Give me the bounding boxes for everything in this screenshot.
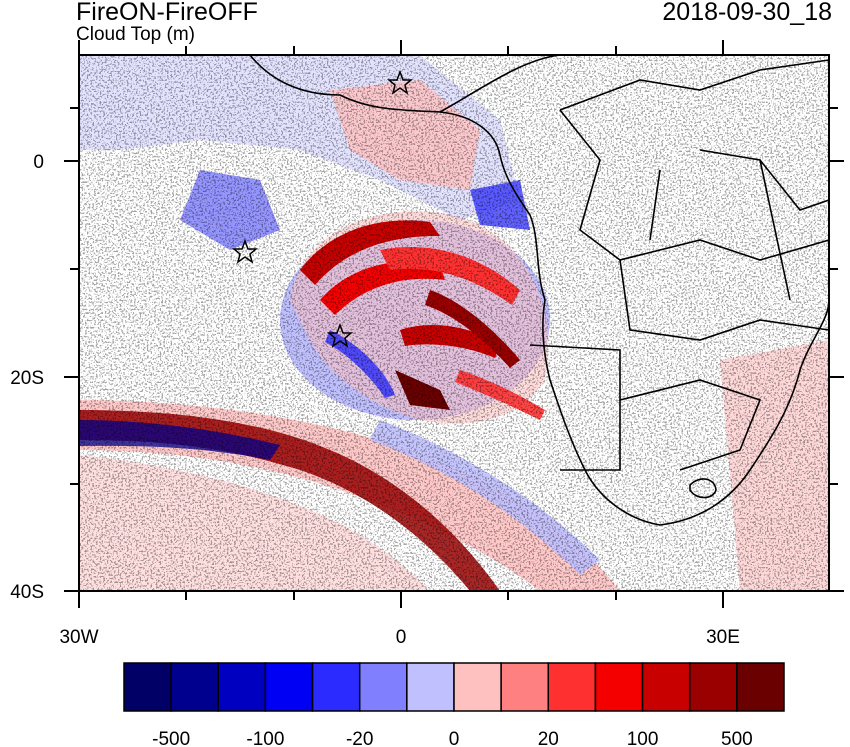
colorbar-box: [736, 662, 785, 712]
colorbar-box: [170, 662, 220, 712]
map-date: 2018-09-30_18: [662, 0, 832, 26]
colorbar-label: 100: [627, 729, 659, 747]
colorbar-label: 0: [449, 729, 460, 747]
axis-tick-labels: 30W 0 30E 0 20S 40S: [10, 152, 740, 648]
coastline-borders: [249, 55, 829, 526]
colorbar-box: [453, 662, 502, 712]
colorbar-labels: -500 -100 -20 0 20 100 500: [152, 729, 753, 747]
colorbar-box: [123, 662, 172, 712]
axis-ticks: [64, 40, 844, 608]
colorbar-box: [547, 662, 597, 712]
colorbar-label: -20: [346, 729, 373, 747]
colorbar-label: -500: [152, 729, 190, 747]
colorbar: [123, 662, 785, 712]
colorbar-box: [358, 662, 408, 712]
plot-frame: [78, 54, 830, 592]
star-marker-north: [386, 69, 414, 95]
colorbar-box: [594, 662, 644, 712]
map-subtitle: Cloud Top (m): [76, 24, 195, 45]
map-plot-area: [79, 55, 829, 591]
star-markers: [231, 69, 414, 348]
colorbar-box: [688, 662, 738, 712]
colorbar-box: [217, 662, 267, 712]
map-title: FireON-FireOFF: [76, 0, 258, 26]
y-tick-20s: 20S: [10, 368, 44, 389]
colorbar-box: [311, 662, 361, 712]
colorbar-box: [641, 662, 691, 712]
colorbar-box: [500, 662, 550, 712]
x-tick-30e: 30E: [706, 627, 740, 648]
x-tick-0: 0: [396, 627, 407, 648]
star-marker-center: [326, 322, 354, 348]
colorbar-label: -100: [246, 729, 284, 747]
colorbar-label: 500: [721, 729, 753, 747]
colorbar-label: 20: [538, 729, 559, 747]
x-tick-30w: 30W: [59, 627, 98, 648]
y-tick-40s: 40S: [10, 582, 44, 603]
y-tick-0: 0: [33, 152, 44, 173]
colorbar-box: [406, 662, 455, 712]
star-marker-west: [231, 238, 259, 264]
colorbar-box: [264, 662, 314, 712]
